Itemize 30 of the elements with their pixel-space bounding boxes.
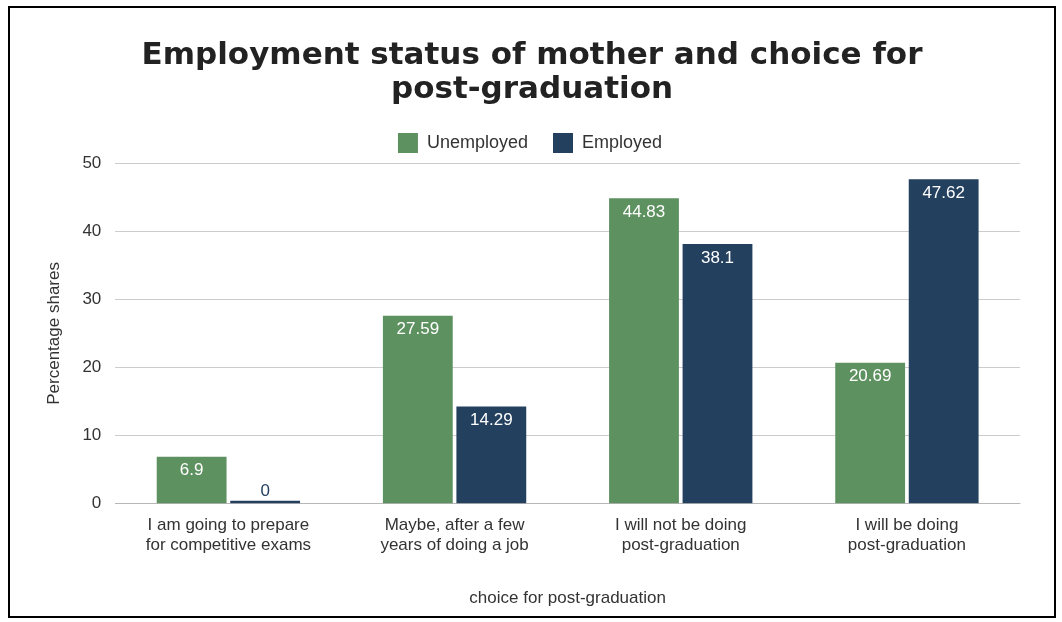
- x-tick-label: I will not be doing post-graduation: [615, 514, 747, 555]
- bar: [835, 362, 906, 504]
- legend-label: Unemployed: [426, 131, 529, 152]
- y-tick-label: 30: [82, 289, 102, 309]
- data-label: 44.83: [622, 201, 666, 221]
- bar: [382, 315, 453, 504]
- y-axis-title: Percentage shares: [43, 262, 63, 405]
- x-tick-label: I will be doing post-graduation: [847, 514, 966, 555]
- chart-title: Employment status of mother and choice for post-graduation: [140, 35, 924, 105]
- bar: [609, 198, 679, 504]
- bar: [682, 244, 753, 504]
- y-tick-label: 10: [82, 425, 102, 445]
- x-tick-label: I am going to prepare for competitive exams: [145, 514, 312, 555]
- bar: [908, 179, 979, 504]
- x-tick-label: Maybe, after a few years of doing a job: [380, 514, 529, 555]
- data-label: 0: [260, 480, 270, 500]
- data-label: 14.29: [470, 410, 513, 430]
- bar: [156, 456, 227, 504]
- x-axis-title: choice for post-graduation: [469, 588, 666, 608]
- y-tick-label: 50: [82, 152, 102, 172]
- data-label: 20.69: [848, 366, 892, 386]
- data-label: 6.9: [179, 460, 204, 480]
- data-label: 47.62: [922, 182, 965, 202]
- data-label: 27.59: [396, 319, 440, 339]
- y-tick-label: 40: [82, 220, 102, 240]
- data-label: 38.1: [700, 247, 735, 267]
- legend-label: Employed: [582, 131, 663, 152]
- y-tick-label: 0: [91, 493, 102, 513]
- y-tick-label: 20: [82, 357, 102, 377]
- bar: [456, 406, 527, 504]
